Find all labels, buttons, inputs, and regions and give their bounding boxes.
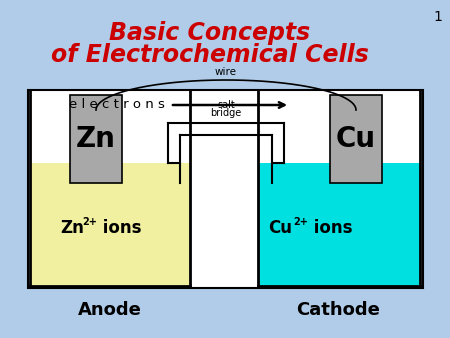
Text: wire: wire xyxy=(215,67,237,77)
Text: Zn: Zn xyxy=(60,219,84,237)
Bar xyxy=(330,95,382,183)
Text: of Electrochemical Cells: of Electrochemical Cells xyxy=(51,43,369,67)
Text: Zn: Zn xyxy=(76,125,116,153)
Text: Basic Concepts: Basic Concepts xyxy=(109,21,310,45)
Text: ions: ions xyxy=(97,219,141,237)
Bar xyxy=(30,163,190,286)
Text: 1: 1 xyxy=(433,10,442,24)
Text: bridge: bridge xyxy=(211,108,242,118)
Text: ions: ions xyxy=(308,219,352,237)
Text: Anode: Anode xyxy=(78,301,142,319)
Bar xyxy=(70,95,122,183)
Text: Cu: Cu xyxy=(336,125,376,153)
Text: e l e c t r o n s: e l e c t r o n s xyxy=(69,98,165,112)
Text: Cathode: Cathode xyxy=(296,301,380,319)
Text: 2+: 2+ xyxy=(293,217,308,227)
Text: Cu: Cu xyxy=(268,219,292,237)
Bar xyxy=(28,90,423,288)
Text: salt: salt xyxy=(217,100,235,110)
Bar xyxy=(258,163,420,286)
Text: 2+: 2+ xyxy=(82,217,97,227)
